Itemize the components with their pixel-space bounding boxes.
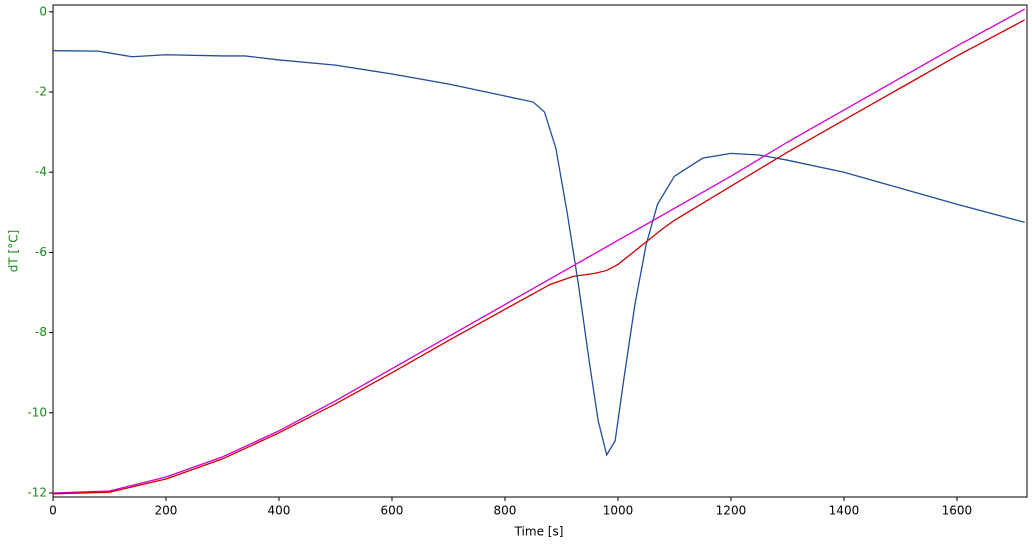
x-tick-label: 200: [155, 504, 178, 518]
y-tick-label: -4: [35, 165, 47, 179]
data-line: [52, 50, 1025, 457]
y-tick-label: -2: [35, 85, 47, 99]
y-tick-label: -8: [35, 325, 47, 339]
y-axis-label: dT [°C]: [7, 230, 21, 273]
x-tick-label: 0: [49, 504, 57, 518]
y-tick-label: -12: [27, 485, 47, 499]
x-tick-label: 1200: [716, 504, 747, 518]
x-axis-label: Time [s]: [514, 525, 564, 539]
data-line: [52, 19, 1026, 495]
x-tick-label: 800: [494, 504, 517, 518]
x-tick-label: 400: [268, 504, 291, 518]
x-tick-label: 1400: [829, 504, 860, 518]
x-tick-label: 1000: [603, 504, 634, 518]
x-tick-label: 600: [381, 504, 404, 518]
y-tick-label: -10: [27, 405, 47, 419]
data-line: [52, 8, 1026, 494]
x-tick-label: 1600: [942, 504, 973, 518]
y-tick-label: -6: [35, 245, 47, 259]
plot-frame: [52, 4, 1028, 498]
y-tick-label: 0: [39, 4, 47, 18]
